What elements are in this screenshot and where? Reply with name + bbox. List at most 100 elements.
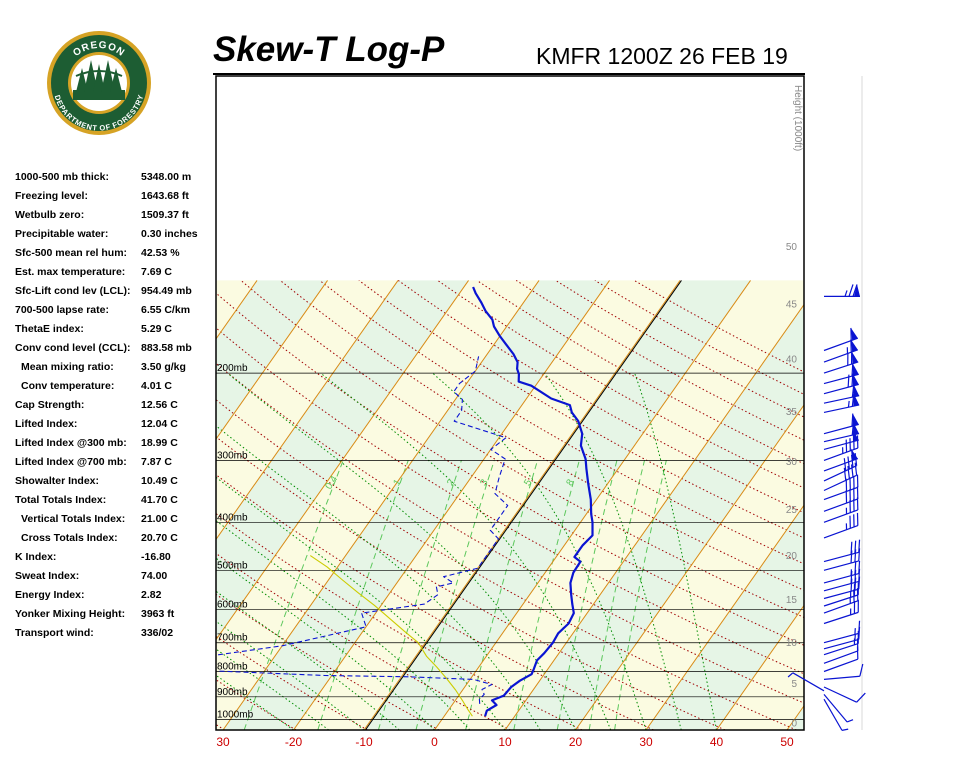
isobar-label: 200mb: [217, 363, 248, 374]
moist-adiabat-line: [216, 557, 435, 730]
wind-barb-staff: [823, 551, 859, 563]
isotherm-line: [504, 303, 804, 730]
index-value: 1643.68 ft: [141, 190, 189, 202]
wind-barb: [823, 646, 859, 673]
mixing-ratio-label: 8: [565, 477, 578, 488]
dry-adiabat-line: [216, 292, 804, 646]
index-label: Precipitable water:: [15, 228, 109, 240]
temperature-band: [293, 280, 680, 730]
dewpoint-trace: [216, 356, 509, 704]
moist-adiabat-line: [544, 372, 682, 730]
index-label: Lifted Index @700 mb:: [15, 456, 127, 468]
isobar-label: 300mb: [217, 450, 248, 461]
height-tick-label: 45: [786, 300, 798, 311]
wind-barb-flag: [853, 487, 855, 501]
isotherm-line: [0, 280, 116, 730]
wind-barb: [823, 539, 861, 563]
isobar-label: 400mb: [217, 512, 248, 523]
index-row: Lifted Index: 12.04 C: [15, 415, 215, 434]
index-label: Lifted Index:: [15, 418, 78, 430]
mixing-ratio-line: [243, 460, 344, 730]
wind-barb-flag: [853, 436, 855, 450]
index-label: 1000-500 mb thick:: [15, 171, 109, 183]
wind-barb-staff: [823, 447, 859, 461]
isobars: 200mb 300mb 400mb 500mb 600mb 700mb 800mb 900mb…: [216, 363, 804, 721]
wind-barb-flag: [850, 578, 853, 592]
dry-adiabat-line: [216, 362, 804, 704]
moist-adiabats: [216, 372, 717, 730]
isobar-label: 900mb: [217, 687, 248, 698]
index-label: Freezing level:: [15, 190, 88, 202]
index-label: Cross Totals Index:: [21, 532, 118, 544]
wind-barb: [823, 663, 864, 680]
wind-barb-staff: [823, 632, 859, 644]
wind-barb-flag: [851, 363, 854, 377]
wind-barb-pennant: [852, 373, 859, 386]
index-value: -16.80: [141, 551, 171, 563]
dry-adiabat-line: [216, 399, 797, 730]
wind-barb-flag: [858, 548, 861, 562]
index-value: 10.49 C: [141, 475, 178, 487]
x-tick-label: 30: [216, 735, 230, 749]
index-value: 954.49 mb: [141, 285, 192, 297]
temperature-band: [787, 705, 804, 730]
isotherm-line: [293, 280, 610, 730]
isotherms: [0, 280, 960, 730]
wind-barb-staff: [823, 694, 848, 723]
index-row: Total Totals Index: 41.70 C: [15, 491, 215, 510]
index-value: 4.01 C: [141, 380, 172, 392]
wind-barb-half-flag: [853, 638, 856, 645]
index-label: Wetbulb zero:: [15, 209, 85, 221]
dry-adiabat-line: [216, 679, 297, 730]
moist-adiabat-line: [227, 372, 576, 730]
height-tick-label: 15: [786, 595, 798, 606]
wind-barb-flag: [849, 515, 851, 529]
isotherm-line: [716, 604, 804, 730]
wind-barb-pennant: [852, 413, 859, 426]
wind-barb-staff: [823, 573, 859, 584]
index-value: 1509.37 ft: [141, 209, 189, 221]
height-axis-label: Height (1000ft): [792, 85, 803, 151]
wind-barb-flag: [854, 549, 857, 563]
wind-barb: [823, 429, 859, 450]
isobar-label: 700mb: [217, 633, 248, 644]
mixing-ratio-lines: [243, 460, 667, 730]
dry-adiabat-line: [216, 723, 225, 730]
wind-barb-flag: [852, 284, 858, 297]
isotherm-line: [222, 280, 540, 730]
wind-barb: [823, 497, 859, 523]
isobar-label: 500mb: [217, 560, 248, 571]
index-row: Freezing level: 1643.68 ft: [15, 187, 215, 206]
wind-barb-flag: [850, 550, 853, 564]
index-value: 21.00 C: [141, 513, 178, 525]
wind-barb: [823, 512, 859, 539]
temperature-band: [0, 280, 116, 730]
wind-barb-flag: [850, 327, 852, 341]
x-tick-label: 20: [569, 735, 583, 749]
isotherm-line: [786, 704, 804, 730]
wind-barb-flag: [857, 582, 859, 595]
moist-adiabat-line: [216, 425, 541, 730]
wind-barb-flag: [845, 478, 848, 492]
wind-barb-flag: [851, 422, 855, 436]
index-row: ThetaE index: 5.29 C: [15, 320, 215, 339]
wind-barb-flag: [850, 339, 852, 353]
wind-barb-staff: [823, 560, 859, 571]
wind-barb: [823, 548, 861, 571]
index-label: Energy Index:: [15, 589, 85, 601]
index-row: Showalter Index: 10.49 C: [15, 472, 215, 491]
wind-barb: [823, 327, 859, 352]
wind-barb-flag: [853, 589, 855, 603]
wind-barb-staff: [823, 638, 859, 650]
wind-barb-pennant: [853, 393, 860, 407]
isobar-label: 800mb: [217, 661, 248, 672]
height-tick-label: 40: [786, 355, 798, 366]
wind-barb-staff: [823, 404, 860, 413]
index-value: 883.58 mb: [141, 342, 192, 354]
mixing-ratio-label: 2: [445, 477, 458, 488]
wind-barb: [823, 588, 859, 614]
moist-adiabat-line: [216, 674, 294, 730]
index-row: Wetbulb zero: 1509.37 ft: [15, 206, 215, 225]
isotherm-line: [858, 280, 960, 730]
